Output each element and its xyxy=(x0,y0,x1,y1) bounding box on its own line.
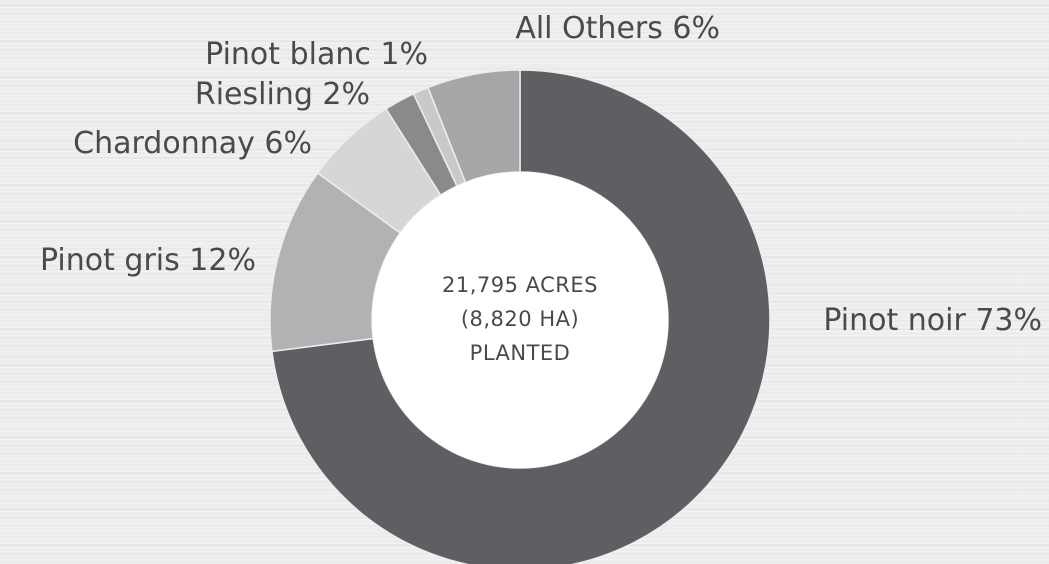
center-label-line-3: PLANTED xyxy=(470,341,571,365)
donut-slices xyxy=(269,69,771,564)
center-label: 21,795 ACRES (8,820 HA) PLANTED xyxy=(442,273,598,365)
slice-label-riesling: Riesling 2% xyxy=(195,77,370,112)
donut-hole xyxy=(372,172,668,468)
slice-label-pinot-blanc: Pinot blanc 1% xyxy=(205,37,428,72)
slice-labels: Pinot noir 73% Pinot gris 12% Chardonnay 6… xyxy=(40,11,1042,338)
slice-label-chardonnay: Chardonnay 6% xyxy=(73,126,312,161)
slice-label-all-others: All Others 6% xyxy=(515,11,720,46)
slice-label-pinot-gris: Pinot gris 12% xyxy=(40,243,256,278)
center-label-line-1: 21,795 ACRES xyxy=(442,273,598,297)
slice-label-pinot-noir: Pinot noir 73% xyxy=(823,303,1042,338)
center-label-line-2: (8,820 HA) xyxy=(461,307,579,331)
